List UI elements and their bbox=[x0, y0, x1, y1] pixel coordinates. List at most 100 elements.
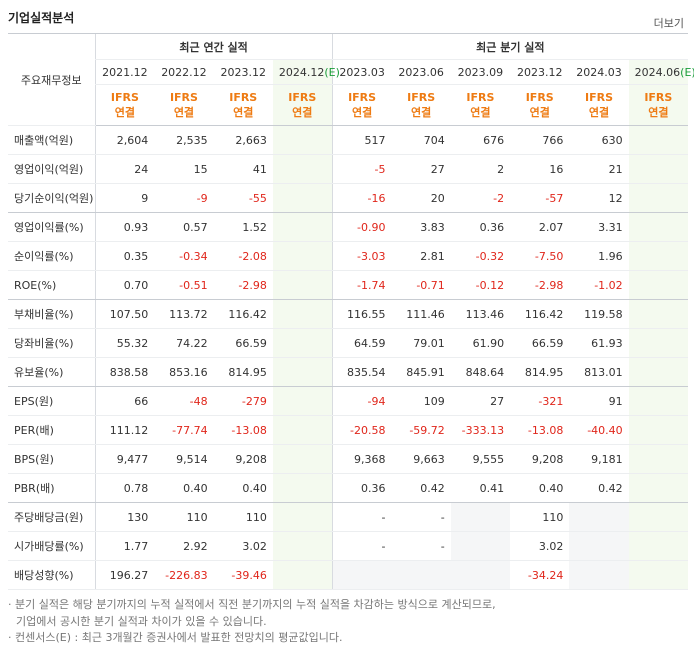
header-row: 주요재무정보 최근 연간 실적 최근 분기 실적 bbox=[8, 33, 688, 126]
data-cell bbox=[331, 560, 392, 590]
data-row: 부채비율(%) 107.50 113.72 116.42 116.55 111.46 113… bbox=[8, 299, 688, 329]
basis-text: IFRS bbox=[407, 91, 436, 104]
data-cell: 21 bbox=[569, 154, 629, 184]
data-cell: 116.55 bbox=[331, 299, 392, 329]
data-cell: 814.95 bbox=[213, 357, 273, 387]
data-cell: 116.42 bbox=[213, 299, 273, 329]
data-cell: 0.70 bbox=[94, 270, 155, 300]
data-cell: 814.95 bbox=[510, 357, 570, 387]
data-cell bbox=[628, 154, 688, 184]
data-cell: 0.42 bbox=[391, 473, 451, 503]
data-cell: 27 bbox=[450, 386, 511, 416]
data-cell: 0.42 bbox=[569, 473, 629, 503]
period-header: 2022.12 bbox=[154, 59, 214, 85]
notes: · 분기 실적은 해당 분기까지의 누적 실적에서 직전 분기까지의 누적 실적… bbox=[8, 597, 496, 647]
data-cell: 24 bbox=[94, 154, 155, 184]
data-cell: 9,514 bbox=[154, 444, 214, 474]
data-cell: 20 bbox=[391, 183, 451, 213]
basis-header: IFRS 연결 bbox=[331, 84, 392, 126]
header-row: IFRS 연결 IFRS 연결 IFRS 연결 IFRS 연결 IFRS 연결 IFRS 연결 IFRS… bbox=[8, 84, 688, 126]
data-cell bbox=[569, 560, 629, 590]
basis-text: 연결 bbox=[351, 106, 373, 119]
data-cell: 9,555 bbox=[450, 444, 511, 474]
basis-header: IFRS 연결 bbox=[391, 84, 451, 126]
section-title: 기업실적분석 bbox=[8, 11, 75, 25]
data-cell bbox=[628, 183, 688, 213]
basis-text: IFRS bbox=[466, 91, 495, 104]
data-cell: 64.59 bbox=[331, 328, 392, 358]
data-cell: 704 bbox=[391, 125, 451, 155]
data-cell: 0.93 bbox=[94, 212, 155, 242]
data-cell bbox=[272, 270, 333, 300]
basis-text: IFRS bbox=[229, 91, 258, 104]
period-date: 2024.03 bbox=[576, 65, 622, 79]
data-cell: 107.50 bbox=[94, 299, 155, 329]
basis-text: IFRS bbox=[585, 91, 614, 104]
data-cell: 0.78 bbox=[94, 473, 155, 503]
data-cell: -77.74 bbox=[154, 415, 214, 445]
data-cell: -59.72 bbox=[391, 415, 451, 445]
data-cell: -0.34 bbox=[154, 241, 214, 271]
data-cell: 2 bbox=[450, 154, 511, 184]
basis-header: IFRS 연결 bbox=[154, 84, 214, 126]
basis-text: IFRS bbox=[169, 91, 198, 104]
data-cell bbox=[628, 444, 688, 474]
data-cell: 119.58 bbox=[569, 299, 629, 329]
data-cell bbox=[628, 560, 688, 590]
data-row: 당좌비율(%) 55.32 74.22 66.59 64.59 79.01 61.90 66.… bbox=[8, 328, 688, 358]
data-row: 주당배당금(원) 130 110 110- -110 bbox=[8, 502, 688, 532]
data-cell: -94 bbox=[331, 386, 392, 416]
data-row: 순이익률(%) 0.35 -0.34 -2.08 -3.03 2.81 -0.32 -7.50… bbox=[8, 241, 688, 271]
row-label: BPS(원) bbox=[8, 444, 95, 474]
data-cell: 61.93 bbox=[569, 328, 629, 358]
note-line: 기업에서 공시한 분기 실적과 차이가 있을 수 있습니다. bbox=[16, 614, 267, 628]
data-cell: 111.12 bbox=[94, 415, 155, 445]
row-label: 부채비율(%) bbox=[8, 299, 95, 329]
data-row: EPS(원) 66 -48 -279 -94 109 27 -321 91 bbox=[8, 386, 688, 416]
data-cell bbox=[628, 328, 688, 358]
data-cell: - bbox=[391, 502, 451, 532]
period-header: 2023.09 bbox=[450, 59, 511, 85]
basis-text: 연결 bbox=[292, 106, 313, 119]
data-cell: 111.46 bbox=[391, 299, 451, 329]
data-cell: -2.98 bbox=[213, 270, 273, 300]
data-cell: 0.41 bbox=[450, 473, 511, 503]
data-cell: -0.32 bbox=[450, 241, 511, 271]
note-line: · 분기 실적은 해당 분기까지의 누적 실적에서 직전 분기까지의 누적 실적… bbox=[8, 598, 496, 611]
data-cell: 2.81 bbox=[391, 241, 451, 271]
data-cell: 9 bbox=[94, 183, 155, 213]
data-cell: 517 bbox=[331, 125, 392, 155]
data-cell bbox=[628, 270, 688, 300]
data-cell: 848.64 bbox=[450, 357, 511, 387]
data-cell: 1.52 bbox=[213, 212, 273, 242]
basis-text: IFRS bbox=[525, 91, 554, 104]
data-cell bbox=[272, 183, 333, 213]
basis-text: 연결 bbox=[173, 106, 195, 119]
basis-text: 연결 bbox=[233, 106, 254, 119]
data-cell: 0.40 bbox=[154, 473, 214, 503]
data-cell: -7.50 bbox=[510, 241, 570, 271]
data-cell: -0.51 bbox=[154, 270, 214, 300]
data-cell: 113.72 bbox=[154, 299, 214, 329]
data-cell bbox=[272, 154, 333, 184]
data-cell: -13.08 bbox=[213, 415, 273, 445]
data-cell: 766 bbox=[510, 125, 570, 155]
data-cell: 15 bbox=[154, 154, 214, 184]
more-link[interactable]: 더보기 bbox=[653, 17, 684, 30]
data-cell bbox=[272, 357, 333, 387]
row-label: 영업이익률(%) bbox=[8, 212, 95, 242]
performance-table: 주요재무정보 최근 연간 실적 최근 분기 실적 2021.12 2022.12 2023… bbox=[8, 33, 694, 590]
period-date: 2023.06 bbox=[398, 65, 444, 79]
data-cell: 2.07 bbox=[510, 212, 570, 242]
data-cell bbox=[628, 473, 688, 503]
data-row: 영업이익(억원) 24 15 41 -5 27 2 16 21 bbox=[8, 154, 688, 184]
data-cell: 16 bbox=[510, 154, 570, 184]
estimate-flag: (E) bbox=[324, 65, 340, 79]
period-header: 2023.03 bbox=[331, 59, 392, 85]
data-cell bbox=[450, 531, 511, 561]
data-cell: -0.71 bbox=[391, 270, 451, 300]
data-cell: -0.12 bbox=[450, 270, 511, 300]
data-cell: -226.83 bbox=[154, 560, 214, 590]
data-cell: 1.96 bbox=[569, 241, 629, 271]
